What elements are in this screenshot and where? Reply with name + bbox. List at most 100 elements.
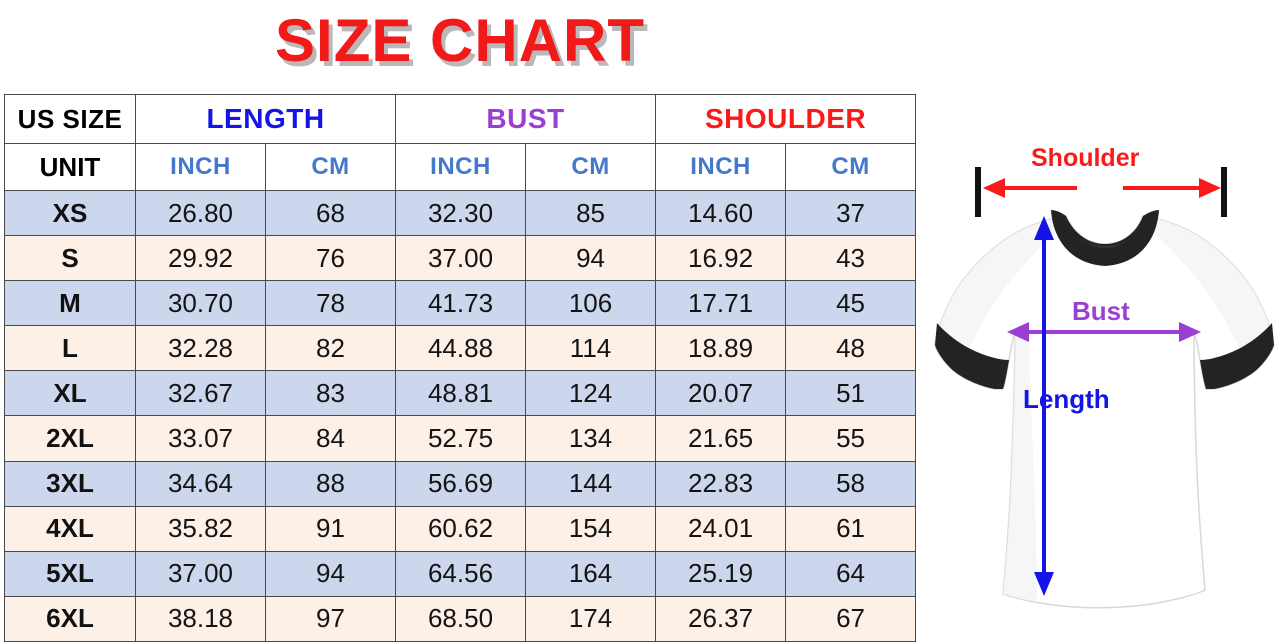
cell-bust-cm: 164 <box>525 550 657 597</box>
cell-size: S <box>4 235 136 282</box>
cell-shoulder-cm: 43 <box>785 235 917 282</box>
cell-bust-cm: 106 <box>525 280 657 327</box>
cell-size: 3XL <box>4 460 136 507</box>
cell-bust-cm: 124 <box>525 370 657 417</box>
cell-shoulder-cm: 61 <box>785 505 917 552</box>
cell-bust-inch: 52.75 <box>395 415 527 462</box>
bust-arrow <box>1007 322 1201 342</box>
cell-length-inch: 38.18 <box>135 595 266 643</box>
cell-length-cm: 82 <box>264 325 397 372</box>
cell-shoulder-cm: 55 <box>785 415 917 462</box>
table-row: 4XL 35.82 91 60.62 154 24.01 61 <box>4 505 917 552</box>
page-title-container: SIZE CHART <box>0 6 920 76</box>
cell-length-inch: 29.92 <box>135 235 266 282</box>
cell-bust-inch: 32.30 <box>395 189 527 237</box>
table-body: XS 26.80 68 32.30 85 14.60 37 S 29.92 76… <box>4 189 917 643</box>
cell-shoulder-cm: 58 <box>785 460 917 507</box>
cell-length-inch: 30.70 <box>135 280 266 327</box>
cell-size: M <box>4 280 136 327</box>
header-length: LENGTH <box>134 94 397 144</box>
table-row: 5XL 37.00 94 64.56 164 25.19 64 <box>4 550 917 597</box>
cell-bust-inch: 68.50 <box>395 595 527 643</box>
header-bust-inch: INCH <box>395 143 527 191</box>
cell-shoulder-cm: 45 <box>785 280 917 327</box>
cell-length-inch: 37.00 <box>135 550 266 597</box>
cell-bust-cm: 174 <box>525 595 657 643</box>
table-row: L 32.28 82 44.88 114 18.89 48 <box>4 325 917 372</box>
cell-shoulder-inch: 20.07 <box>655 370 787 417</box>
cell-length-inch: 32.28 <box>135 325 266 372</box>
cell-size: L <box>4 325 136 372</box>
shoulder-label: Shoulder <box>1031 144 1140 172</box>
cell-shoulder-inch: 16.92 <box>655 235 787 282</box>
cell-size: 6XL <box>4 595 136 643</box>
tshirt-shape <box>934 210 1275 609</box>
shoulder-arrow-left <box>983 178 1077 198</box>
tshirt-illustration-svg <box>934 167 1275 609</box>
table-row: 3XL 34.64 88 56.69 144 22.83 58 <box>4 460 917 507</box>
header-length-cm: CM <box>264 143 397 191</box>
cell-length-inch: 32.67 <box>135 370 266 417</box>
cell-bust-cm: 94 <box>525 235 657 282</box>
cell-shoulder-cm: 51 <box>785 370 917 417</box>
cell-length-inch: 33.07 <box>135 415 266 462</box>
cell-length-inch: 35.82 <box>135 505 266 552</box>
table-row: S 29.92 76 37.00 94 16.92 43 <box>4 235 917 282</box>
cell-length-cm: 78 <box>264 280 397 327</box>
cell-length-inch: 34.64 <box>135 460 266 507</box>
bust-label: Bust <box>1072 296 1130 326</box>
table-group-header-row: US SIZE LENGTH BUST SHOULDER <box>4 94 917 144</box>
cell-bust-cm: 85 <box>525 189 657 237</box>
length-arrow <box>1034 216 1054 596</box>
cell-size: 2XL <box>4 415 136 462</box>
cell-length-cm: 94 <box>264 550 397 597</box>
cell-shoulder-inch: 17.71 <box>655 280 787 327</box>
cell-shoulder-cm: 48 <box>785 325 917 372</box>
cell-shoulder-inch: 24.01 <box>655 505 787 552</box>
cell-bust-cm: 134 <box>525 415 657 462</box>
cell-shoulder-cm: 37 <box>785 189 917 237</box>
cell-size: XL <box>4 370 136 417</box>
cell-shoulder-inch: 22.83 <box>655 460 787 507</box>
header-shoulder: SHOULDER <box>655 94 917 144</box>
table-row: 6XL 38.18 97 68.50 174 26.37 67 <box>4 595 917 643</box>
header-us-size: US SIZE <box>4 94 136 144</box>
table-row: M 30.70 78 41.73 106 17.71 45 <box>4 280 917 327</box>
cell-size: 4XL <box>4 505 136 552</box>
cell-bust-cm: 114 <box>525 325 657 372</box>
cell-length-cm: 84 <box>264 415 397 462</box>
cell-size: XS <box>4 189 136 237</box>
cell-length-cm: 76 <box>264 235 397 282</box>
cell-shoulder-inch: 25.19 <box>655 550 787 597</box>
size-chart-table: US SIZE LENGTH BUST SHOULDER UNIT INCH C… <box>4 94 917 643</box>
cell-bust-inch: 64.56 <box>395 550 527 597</box>
cell-bust-inch: 44.88 <box>395 325 527 372</box>
cell-bust-inch: 41.73 <box>395 280 527 327</box>
cell-bust-inch: 37.00 <box>395 235 527 282</box>
header-unit: UNIT <box>4 143 136 191</box>
table-row: XS 26.80 68 32.30 85 14.60 37 <box>4 189 917 237</box>
tshirt-cuff-right <box>1200 323 1274 389</box>
cell-shoulder-inch: 26.37 <box>655 595 787 643</box>
header-bust: BUST <box>395 94 657 144</box>
table-unit-header-row: UNIT INCH CM INCH CM INCH CM <box>4 143 917 191</box>
cell-shoulder-inch: 18.89 <box>655 325 787 372</box>
cell-shoulder-cm: 64 <box>785 550 917 597</box>
cell-bust-cm: 144 <box>525 460 657 507</box>
shoulder-arrow-right <box>1123 178 1221 198</box>
cell-shoulder-inch: 14.60 <box>655 189 787 237</box>
tshirt-collar <box>1051 210 1159 266</box>
cell-bust-inch: 48.81 <box>395 370 527 417</box>
cell-size: 5XL <box>4 550 136 597</box>
header-shoulder-cm: CM <box>785 143 917 191</box>
cell-length-cm: 88 <box>264 460 397 507</box>
table-row: 2XL 33.07 84 52.75 134 21.65 55 <box>4 415 917 462</box>
shoulder-tick-right <box>1221 167 1227 217</box>
cell-length-cm: 68 <box>264 189 397 237</box>
size-table-container: US SIZE LENGTH BUST SHOULDER UNIT INCH C… <box>4 94 917 643</box>
header-shoulder-inch: INCH <box>655 143 787 191</box>
tshirt-shading-right <box>1143 216 1274 372</box>
header-bust-cm: CM <box>525 143 657 191</box>
shoulder-tick-left <box>975 167 981 217</box>
cell-bust-inch: 56.69 <box>395 460 527 507</box>
